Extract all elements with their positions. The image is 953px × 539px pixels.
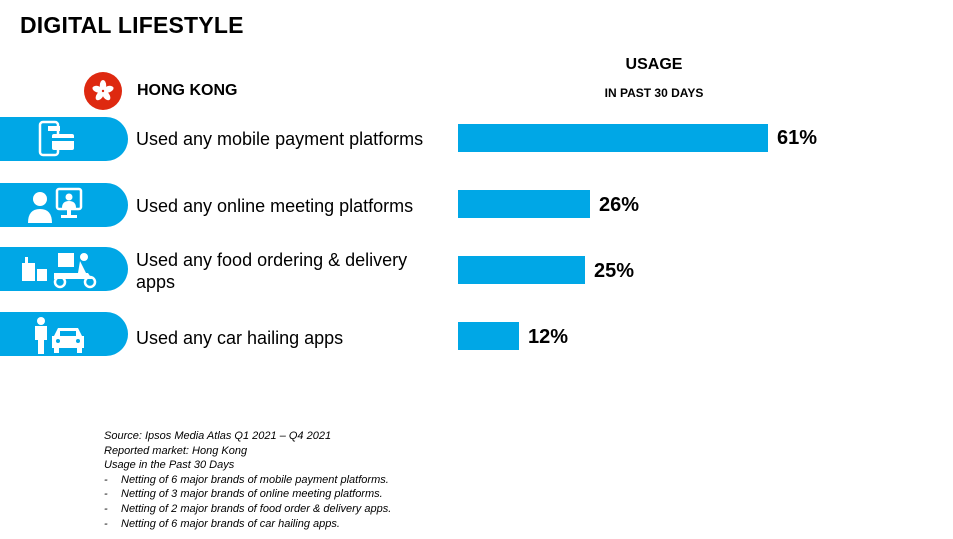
page-title: DIGITAL LIFESTYLE: [20, 12, 244, 38]
category-label: Used any car hailing apps: [136, 328, 344, 348]
source-notes: Source: Ipsos Media Atlas Q1 2021 – Q4 2…: [104, 429, 391, 531]
row-icon-pill: [0, 312, 128, 356]
note-bullet: - Netting of 3 major brands of online mee…: [104, 488, 383, 501]
online-meeting-icon: [28, 187, 83, 223]
usage-subtitle: IN PAST 30 DAYS: [604, 86, 704, 100]
bar: [458, 124, 768, 152]
note-bullet: - Netting of 6 major brands of mobile pay…: [104, 473, 389, 486]
usage-header: USAGE IN PAST 30 DAYS: [596, 56, 712, 100]
bar-value-label: 12%: [528, 326, 569, 348]
bar: [458, 256, 585, 284]
usage-line: Usage in the Past 30 Days: [104, 459, 235, 472]
row-icon-pill: [0, 117, 128, 161]
food-delivery-icon: [22, 253, 97, 289]
source-line: Source: Ipsos Media Atlas Q1 2021 – Q4 2…: [104, 430, 332, 442]
region-header: HONG KONG: [84, 72, 237, 110]
category-label: Used any mobile payment platforms: [136, 129, 424, 149]
hong-kong-flag-icon: [84, 72, 122, 110]
note-bullet: - Netting of 2 major brands of food order…: [104, 502, 392, 515]
note-bullet: - Netting of 6 major brands of car hailin…: [104, 517, 340, 530]
mobile-payment-icon: [38, 120, 74, 157]
row-icon-pill: [0, 247, 128, 291]
category-label: Used any online meeting platforms: [136, 196, 414, 216]
market-line: Reported market: Hong Kong: [104, 444, 248, 457]
bar-value-label: 26%: [599, 194, 640, 216]
row-icon-pill: [0, 183, 128, 227]
region-label: HONG KONG: [137, 82, 238, 99]
category-label: Used any food ordering & delivery apps: [136, 250, 408, 292]
bar: [458, 190, 590, 218]
usage-title: USAGE: [625, 56, 683, 73]
bar-value-label: 61%: [777, 127, 818, 149]
bar: [458, 322, 519, 350]
bar-value-label: 25%: [594, 260, 635, 282]
car-hailing-icon: [35, 317, 84, 354]
